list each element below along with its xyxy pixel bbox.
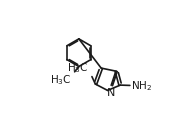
Text: NH$_2$: NH$_2$ (131, 79, 152, 92)
Text: H$_3$C: H$_3$C (50, 73, 72, 87)
Text: H$_3$C: H$_3$C (67, 61, 89, 75)
Text: N: N (107, 88, 116, 98)
